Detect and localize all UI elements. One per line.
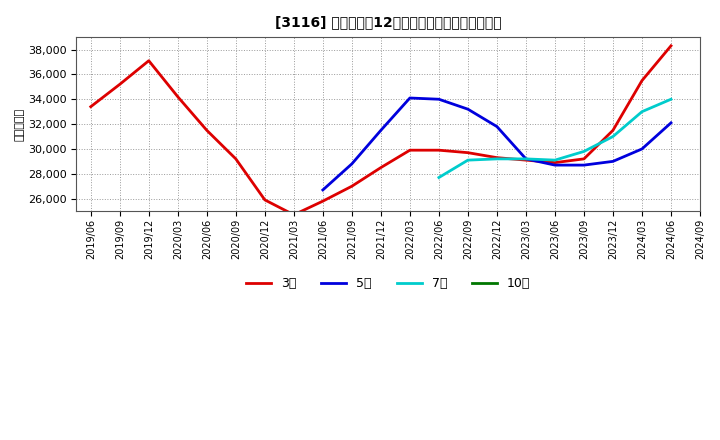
Title: [3116] 当期純利益12か月移動合計の平均値の推移: [3116] 当期純利益12か月移動合計の平均値の推移 xyxy=(275,15,501,29)
Y-axis label: （百万円）: （百万円） xyxy=(15,107,25,141)
Legend: 3年, 5年, 7年, 10年: 3年, 5年, 7年, 10年 xyxy=(240,272,536,295)
